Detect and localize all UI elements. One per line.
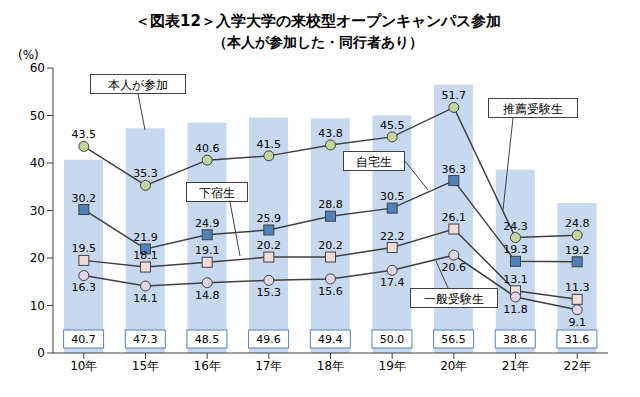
svg-text:36.3: 36.3 [442,163,467,176]
svg-text:19.1: 19.1 [195,244,220,257]
svg-text:49.4: 49.4 [318,333,343,346]
svg-text:48.5: 48.5 [195,333,220,346]
svg-text:24.3: 24.3 [503,220,528,233]
svg-text:19年: 19年 [379,359,406,373]
svg-text:56.5: 56.5 [441,333,466,346]
html-text:本人が参加: 本人が参加 [108,78,168,92]
svg-text:15.3: 15.3 [257,286,282,299]
svg-text:38.6: 38.6 [503,333,528,346]
svg-text:40.7: 40.7 [71,333,96,346]
svg-text:9.1: 9.1 [568,316,586,329]
svg-text:18年: 18年 [317,359,344,373]
html-text:（本人が参加した・同行者あり）: （本人が参加した・同行者あり） [213,34,423,50]
svg-text:35.3: 35.3 [133,167,158,180]
svg-text:11.3: 11.3 [565,281,590,294]
svg-text:40.6: 40.6 [195,142,220,155]
svg-text:18.1: 18.1 [133,249,158,262]
svg-text:28.8: 28.8 [318,198,343,211]
svg-text:45.5: 45.5 [380,119,405,132]
svg-text:13.1: 13.1 [503,273,528,286]
svg-text:19.3: 19.3 [503,243,528,256]
svg-text:40: 40 [30,156,45,170]
svg-text:0: 0 [37,346,45,360]
svg-text:20: 20 [30,251,45,265]
svg-text:60: 60 [30,61,45,75]
svg-text:10: 10 [30,299,45,313]
html-text:推薦受験生: 推薦受験生 [503,102,563,116]
svg-text:24.9: 24.9 [195,217,220,230]
svg-text:17.4: 17.4 [380,276,405,289]
svg-text:50.0: 50.0 [380,333,405,346]
svg-text:31.6: 31.6 [565,333,590,346]
svg-text:30.2: 30.2 [72,192,97,205]
svg-text:20.6: 20.6 [442,261,467,274]
svg-text:24.8: 24.8 [565,217,590,230]
svg-text:22年: 22年 [564,359,591,373]
svg-text:19.2: 19.2 [565,244,590,257]
svg-text:43.8: 43.8 [318,127,343,140]
svg-text:49.6: 49.6 [256,333,281,346]
html-text:自宅生: 自宅生 [356,155,392,169]
svg-text:15.6: 15.6 [318,285,343,298]
svg-text:17年: 17年 [255,359,282,373]
svg-text:21年: 21年 [502,359,529,373]
svg-text:51.7: 51.7 [442,89,467,102]
svg-text:47.3: 47.3 [133,333,158,346]
svg-text:41.5: 41.5 [257,138,282,151]
svg-text:20年: 20年 [440,359,467,373]
svg-text:43.5: 43.5 [72,128,97,141]
svg-text:20.2: 20.2 [318,239,343,252]
svg-text:25.9: 25.9 [257,212,282,225]
html-text:＜図表12＞入学大学の来校型オープンキャンパス参加: ＜図表12＞入学大学の来校型オープンキャンパス参加 [135,12,501,30]
svg-text:21.9: 21.9 [133,231,158,244]
svg-text:10年: 10年 [70,359,97,373]
svg-text:22.2: 22.2 [380,230,405,243]
html-text:下宿生: 下宿生 [199,186,235,200]
svg-text:50: 50 [30,109,45,123]
svg-text:14.8: 14.8 [195,289,220,302]
svg-text:16年: 16年 [194,359,221,373]
svg-text:30: 30 [30,204,45,218]
svg-text:15年: 15年 [132,359,159,373]
svg-text:20.2: 20.2 [257,239,282,252]
svg-text:19.5: 19.5 [72,242,97,255]
svg-text:16.3: 16.3 [72,281,97,294]
svg-text:30.5: 30.5 [380,190,405,203]
svg-text:26.1: 26.1 [442,211,467,224]
html-text:一般受験生: 一般受験生 [424,292,484,306]
svg-text:14.1: 14.1 [133,292,158,305]
svg-text:11.8: 11.8 [503,303,528,316]
